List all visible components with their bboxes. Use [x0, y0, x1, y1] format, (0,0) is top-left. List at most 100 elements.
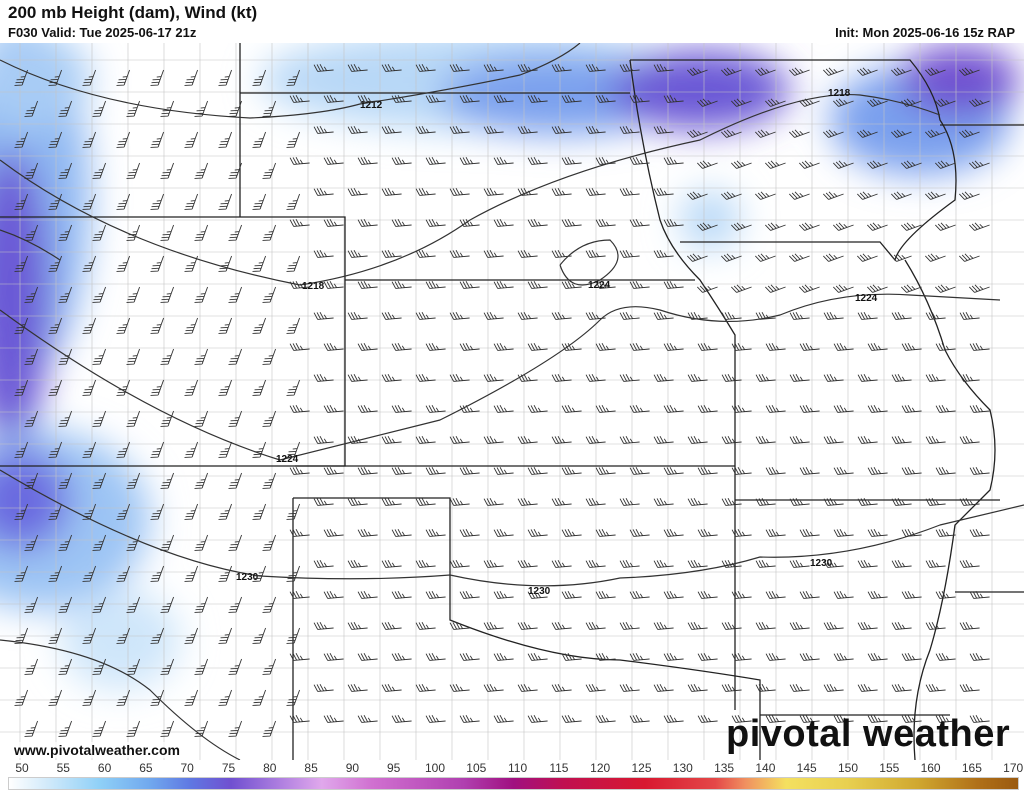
wind-barb	[415, 621, 436, 630]
wind-barb	[252, 131, 267, 148]
contour-1218b	[0, 229, 61, 261]
wind-barb	[415, 187, 436, 196]
wind-barb	[799, 342, 820, 351]
wind-barb	[58, 224, 73, 241]
wind-barb	[721, 373, 742, 382]
wind-barb	[391, 714, 412, 723]
wind-barb	[459, 156, 480, 165]
wind-barb	[194, 596, 209, 613]
wind-barb	[629, 590, 650, 599]
wind-barb	[262, 100, 277, 117]
wind-barb	[425, 714, 446, 723]
wind-barb	[483, 249, 504, 258]
wind-barb	[58, 472, 73, 489]
wind-barb	[184, 441, 199, 458]
wind-barb	[731, 714, 752, 723]
wind-barb	[194, 658, 209, 675]
wind-barb	[595, 528, 616, 537]
wind-barb	[381, 435, 402, 444]
wind-barb	[184, 193, 199, 210]
wind-barb	[619, 249, 640, 258]
wind-barb	[765, 714, 786, 723]
wind-barb	[116, 317, 131, 334]
wind-barb	[687, 683, 708, 692]
wind-barb	[663, 528, 684, 537]
wind-barb	[160, 224, 175, 241]
wind-barb	[228, 100, 243, 117]
wind-barb	[517, 373, 538, 382]
wind-barb	[653, 435, 674, 444]
wind-barb	[126, 534, 141, 551]
wind-barb	[391, 342, 412, 351]
wind-barb	[357, 466, 378, 475]
wind-barb	[619, 63, 640, 72]
wind-barb	[517, 249, 538, 258]
wind-barb	[833, 98, 854, 107]
wind-barb	[901, 222, 922, 231]
wind-barb	[629, 218, 650, 227]
wind-barb	[126, 658, 141, 675]
wind-barb	[595, 714, 616, 723]
contour-1212	[0, 43, 581, 119]
wind-barb	[867, 342, 888, 351]
wind-barb	[653, 683, 674, 692]
wind-barb	[765, 98, 786, 107]
wind-barb	[381, 497, 402, 506]
wind-barb	[425, 590, 446, 599]
wind-barb	[857, 311, 878, 320]
wind-barb	[891, 191, 912, 200]
wind-barb	[823, 373, 844, 382]
wind-barb	[425, 280, 446, 289]
wind-barb	[687, 191, 708, 200]
wind-barb	[867, 528, 888, 537]
wind-barb	[483, 373, 504, 382]
wind-barb	[517, 125, 538, 134]
wind-barb	[252, 503, 267, 520]
wind-barb	[323, 466, 344, 475]
wind-barb	[252, 627, 267, 644]
wind-barb	[653, 311, 674, 320]
wind-barb	[58, 162, 73, 179]
wind-barb	[194, 348, 209, 365]
wind-barb	[92, 658, 107, 675]
wind-barb	[925, 621, 946, 630]
wind-barb	[755, 253, 776, 262]
wind-barb	[799, 466, 820, 475]
wind-barb	[731, 590, 752, 599]
wind-barb	[323, 156, 344, 165]
contour-label: 1230	[528, 586, 551, 597]
wind-barb	[184, 627, 199, 644]
wind-barb	[218, 565, 233, 582]
wind-barb	[160, 534, 175, 551]
wind-barb	[755, 373, 776, 382]
wind-barb	[449, 125, 470, 134]
wind-barb	[687, 621, 708, 630]
wind-barb	[857, 497, 878, 506]
wind-barb	[116, 69, 131, 86]
wind-barb	[381, 125, 402, 134]
wind-barb	[150, 193, 165, 210]
wind-barb	[459, 94, 480, 103]
wind-barb	[24, 720, 39, 737]
wind-barb	[194, 100, 209, 117]
wind-barb	[755, 559, 776, 568]
wind-barb	[347, 249, 368, 258]
wind-barb	[959, 311, 980, 320]
wind-barb	[116, 627, 131, 644]
wind-barb	[935, 590, 956, 599]
wind-barb	[687, 253, 708, 262]
wind-barb	[653, 497, 674, 506]
wind-barb	[755, 129, 776, 138]
wind-barb	[381, 683, 402, 692]
wind-barb	[252, 689, 267, 706]
wind-barb	[789, 497, 810, 506]
wind-barb	[252, 255, 267, 272]
wind-barb	[697, 466, 718, 475]
wind-barb	[901, 652, 922, 661]
wind-barb	[595, 156, 616, 165]
wind-barb	[765, 222, 786, 231]
wind-barb	[765, 528, 786, 537]
wind-barb	[252, 193, 267, 210]
wind-barb	[347, 311, 368, 320]
wind-barb	[867, 652, 888, 661]
